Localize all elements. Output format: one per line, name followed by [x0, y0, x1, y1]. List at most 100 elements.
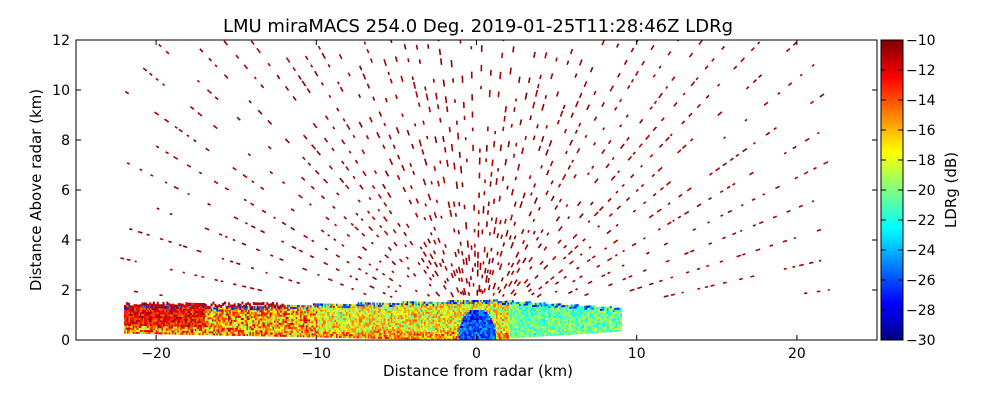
clutter-mark — [517, 163, 521, 171]
ldr-cell — [212, 313, 214, 316]
ldr-cell — [367, 316, 370, 319]
ldr-cell — [409, 309, 412, 312]
clutter-mark — [352, 134, 356, 139]
ldr-cell — [423, 301, 426, 304]
ldr-cell — [383, 302, 386, 305]
clutter-mark — [510, 188, 515, 196]
ldr-cell — [240, 333, 243, 336]
ldr-cell — [323, 325, 325, 328]
ldr-cell — [135, 311, 138, 314]
ldr-cell — [367, 304, 370, 307]
clutter-mark — [758, 74, 763, 79]
ldr-cell — [341, 331, 344, 335]
ldr-cell — [403, 335, 406, 338]
ldr-cell — [467, 314, 470, 317]
ldr-cell — [129, 325, 132, 328]
clutter-mark — [387, 71, 391, 76]
ldr-cell — [229, 323, 232, 326]
ldr-cell — [142, 325, 145, 328]
ldr-cell — [405, 319, 408, 322]
clutter-mark — [463, 288, 467, 296]
ldr-cell — [265, 326, 268, 329]
ldr-cell — [465, 338, 468, 340]
clutter-mark — [678, 193, 683, 198]
ldr-cell — [321, 327, 324, 330]
ldr-cell — [183, 328, 186, 331]
ldr-cell — [310, 311, 312, 314]
ldr-cell — [298, 327, 301, 330]
clutter-mark — [536, 83, 540, 89]
ldr-cell — [299, 311, 302, 314]
ldr-cell — [471, 324, 474, 327]
ldr-cell — [281, 332, 284, 335]
ldr-cell — [312, 323, 315, 326]
ldr-cell — [432, 337, 435, 340]
ldr-cell — [252, 330, 255, 333]
ldr-cell — [258, 306, 261, 309]
ldr-cell — [387, 330, 390, 333]
ldr-cell — [458, 330, 461, 333]
ldr-cell — [315, 323, 318, 326]
ldr-cell — [470, 320, 472, 323]
ldr-cell — [222, 333, 225, 336]
ldr-cell — [126, 327, 129, 330]
ldr-cell — [338, 307, 341, 310]
ldr-cell — [459, 300, 462, 303]
ldr-cell — [457, 324, 460, 327]
clutter-mark — [582, 238, 586, 242]
ldr-cell — [478, 328, 481, 331]
ldr-cell — [245, 331, 248, 335]
ldr-cell — [297, 315, 299, 318]
clutter-mark — [243, 64, 249, 70]
ldr-cell — [412, 333, 415, 336]
ldr-cell — [400, 337, 403, 340]
ldr-cell — [468, 332, 471, 335]
ldr-cell — [387, 318, 390, 321]
ldr-cell — [160, 326, 163, 329]
ldr-cell — [337, 305, 340, 308]
ldr-cell — [413, 315, 416, 318]
ldr-cell — [383, 312, 386, 315]
ldr-cell — [403, 325, 406, 328]
ldr-cell — [281, 316, 284, 319]
ldr-cell — [474, 328, 477, 331]
ldr-cell — [363, 322, 366, 325]
ldr-cell — [402, 315, 405, 318]
clutter-mark — [497, 286, 500, 291]
ldr-cell — [461, 320, 464, 323]
ldr-cell — [268, 308, 271, 311]
ldr-cell — [457, 306, 460, 309]
clutter-mark — [453, 162, 456, 170]
ldr-cell — [457, 314, 460, 317]
ldr-cell — [124, 331, 126, 334]
ldr-cell — [428, 333, 431, 336]
ldr-cell — [314, 317, 317, 320]
clutter-mark — [648, 282, 654, 286]
ldr-cell — [336, 319, 338, 322]
clutter-mark — [371, 216, 376, 221]
ldr-cell — [415, 321, 418, 324]
ldr-cell — [253, 330, 256, 333]
clutter-mark — [314, 169, 320, 175]
ldr-cell — [432, 335, 435, 338]
ldr-cell — [224, 313, 227, 316]
clutter-mark — [322, 178, 329, 184]
ldr-cell — [367, 320, 370, 323]
ldr-cell — [338, 331, 341, 334]
ldr-cell — [330, 321, 333, 324]
ldr-cell — [299, 313, 302, 316]
clutter-mark — [336, 192, 340, 196]
clutter-mark — [389, 78, 393, 84]
ldr-cell — [425, 337, 428, 340]
ldr-cell — [282, 332, 285, 335]
ldr-cell — [458, 318, 461, 321]
ldr-cell — [341, 311, 344, 315]
ldr-cell — [426, 321, 429, 324]
ldr-cell — [227, 325, 230, 328]
ldr-cell — [137, 325, 139, 328]
ldr-cell — [447, 304, 449, 307]
ldr-cell — [317, 321, 320, 324]
ldr-cell — [237, 309, 240, 312]
clutter-mark — [281, 221, 287, 226]
clutter-mark — [632, 151, 636, 155]
